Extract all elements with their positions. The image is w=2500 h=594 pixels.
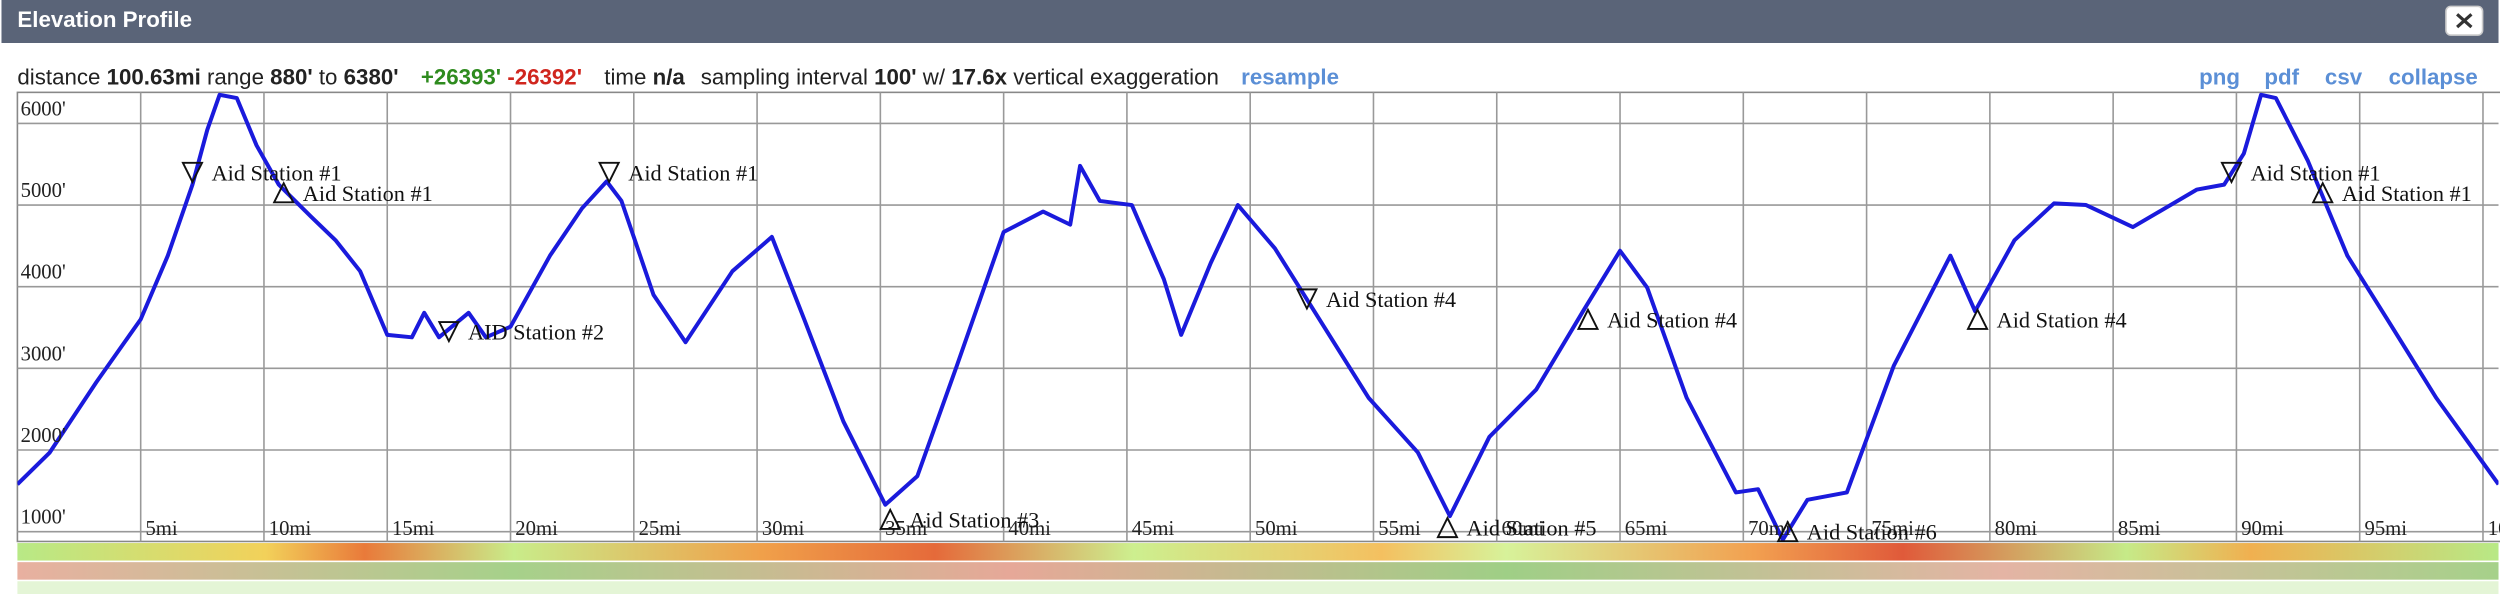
x-tick-label: 5mi — [145, 518, 177, 540]
aid-station-label: Aid Station #1 — [2342, 181, 2472, 206]
y-tick-label: 5000' — [21, 180, 66, 202]
x-tick-label: 30mi — [762, 518, 805, 540]
x-tick-label: 55mi — [1378, 518, 1421, 540]
collapse-link[interactable]: collapse — [2389, 64, 2478, 89]
x-tick-label: 15mi — [392, 518, 435, 540]
aid-station-marker — [1576, 307, 1600, 330]
aid-station-marker — [1776, 519, 1799, 543]
sample-strip — [17, 581, 2499, 594]
aid-station-marker — [272, 181, 295, 204]
stat-label: w/ — [922, 64, 946, 89]
resample-link[interactable]: resample — [1241, 64, 1339, 89]
elevation-line — [17, 92, 2499, 542]
x-tick-label: 85mi — [2118, 518, 2161, 540]
close-button[interactable] — [2445, 5, 2484, 36]
y-tick-label: 1000' — [21, 507, 66, 529]
aid-station-label: Aid Station #6 — [1807, 520, 1937, 545]
aid-station-label: AID Station #2 — [468, 320, 604, 345]
surface-strip — [17, 562, 2499, 580]
stat-label: time — [604, 64, 646, 89]
aid-station-marker — [879, 507, 902, 530]
x-tick-label: 100mi — [2488, 518, 2500, 540]
x-tick-label: 45mi — [1132, 518, 1175, 540]
aid-station-marker — [598, 161, 621, 185]
x-tick-label: 50mi — [1255, 518, 1298, 540]
loss: -26392' — [507, 64, 582, 89]
aid-station-label: Aid Station #1 — [212, 160, 342, 185]
stat-label: vertical exaggeration — [1013, 64, 1219, 89]
plot-frame — [16, 91, 2500, 543]
stat-value: 100' — [874, 64, 916, 89]
x-tick-label: 70mi — [1748, 518, 1791, 540]
x-tick-label: 35mi — [885, 518, 928, 540]
aid-station-label: Aid Station #1 — [303, 181, 433, 206]
plot — [17, 92, 2499, 542]
stat-label: to — [319, 64, 338, 89]
x-tick-label: 65mi — [1625, 518, 1668, 540]
aid-station-label: Aid Station #1 — [2251, 160, 2381, 185]
labels: 1000' 2000' 3000' 4000' 5000' 6000' 5mi 10mi 15m… — [21, 98, 2500, 544]
grade-strip — [17, 543, 2499, 561]
stat-value: 880' — [270, 64, 312, 89]
x-tick-label: 20mi — [515, 518, 558, 540]
stat-label: sampling interval — [701, 64, 868, 89]
pdf-link[interactable]: pdf — [2264, 64, 2299, 89]
aid-station-marker — [437, 321, 460, 344]
stat-label: range — [207, 64, 264, 89]
stat-value: n/a — [653, 64, 686, 89]
stat-value: 100.63mi — [107, 64, 201, 89]
stat-label: distance — [17, 64, 100, 89]
aid-station-marker — [2311, 181, 2334, 204]
y-tick-label: 4000' — [21, 262, 66, 284]
x-tick-label: 90mi — [2241, 518, 2284, 540]
x-tick-label: 60mi — [1502, 518, 1545, 540]
title-bar — [1, 0, 2499, 43]
x-tick-label: 10mi — [269, 518, 312, 540]
aid-station-marker — [1436, 515, 1459, 539]
stat-value: 6380' — [344, 64, 399, 89]
csv-link[interactable]: csv — [2325, 64, 2363, 89]
aid-station-label: Aid Station #4 — [1997, 307, 2127, 332]
aid-station-marker — [1295, 288, 1319, 311]
gain: +26393' — [421, 64, 501, 89]
stats-line: distance 100.63mi range 880' to 6380' +26… — [17, 64, 1339, 89]
grid — [17, 92, 2499, 542]
stat-value: 17.6x — [951, 64, 1007, 89]
x-tick-label: 25mi — [639, 518, 682, 540]
aid-station-marker — [181, 161, 204, 185]
aid-station-marker — [2220, 161, 2243, 185]
x-tick-label: 40mi — [1008, 518, 1051, 540]
x-tick-label: 75mi — [1871, 518, 1914, 540]
aid-station-label: Aid Station #4 — [1326, 287, 1456, 312]
y-tick-label: 3000' — [21, 343, 66, 365]
x-tick-label: 95mi — [2364, 518, 2407, 540]
aid-station-marker — [1966, 307, 1989, 330]
png-link[interactable]: png — [2199, 64, 2240, 89]
aid-station-label: Aid Station #1 — [628, 160, 758, 185]
window-title: Elevation Profile — [17, 7, 192, 32]
aid-station-label: Aid Station #5 — [1467, 516, 1597, 541]
y-tick-label: 2000' — [21, 425, 66, 447]
x-tick-label: 80mi — [1995, 518, 2038, 540]
aid-station-label: Aid Station #4 — [1607, 307, 1737, 332]
aid-station-label: Aid Station #3 — [909, 507, 1039, 532]
y-tick-label: 6000' — [21, 98, 66, 120]
